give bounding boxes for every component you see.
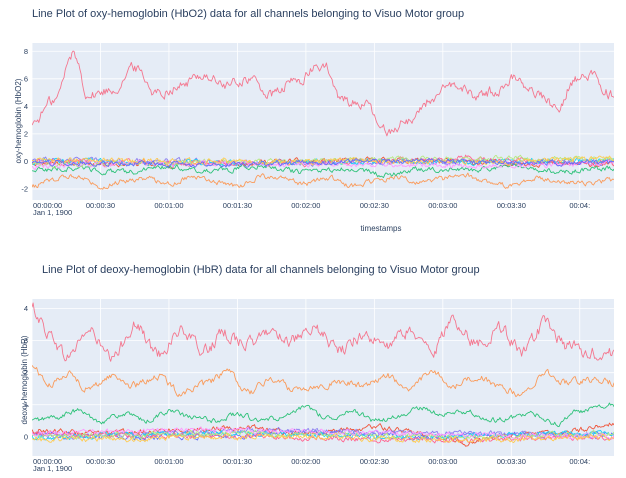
y-tick-label: 1: [24, 400, 28, 409]
x-tick-label: 00:00:30: [86, 201, 115, 210]
chart-hbr: Line Plot of deoxy-hemoglobin (HbR) data…: [20, 264, 614, 473]
series-lines: [32, 302, 614, 447]
x-tick-label: 00:00:30: [86, 457, 115, 466]
x-tick-labels: 00:00:00 00:00:30 00:01:00 00:01:30 00:02:00…: [33, 457, 590, 466]
chart-title: Line Plot of deoxy-hemoglobin (HbR) data…: [42, 264, 480, 276]
series-line: [32, 163, 614, 179]
x-tick-label: 00:02:30: [360, 457, 389, 466]
series-line: [32, 426, 614, 440]
y-tick-label: 4: [24, 304, 28, 313]
x-tick-label: 00:03:00: [428, 457, 457, 466]
x-tick-label: 00:00:00: [33, 457, 62, 466]
x-tick-label: 00:01:00: [154, 457, 183, 466]
y-tick-labels: -2 0 2 4 6 8: [21, 47, 28, 194]
y-tick-label: 8: [24, 47, 28, 56]
series-line: [32, 402, 614, 428]
x-tick-label: 00:02:30: [360, 201, 389, 210]
y-tick-label: 6: [24, 74, 28, 83]
x-tick-label: 00:04:: [569, 201, 590, 210]
series-line: [32, 432, 614, 444]
x-tick-label: 00:01:30: [223, 457, 252, 466]
x-tick-label: 00:03:30: [497, 457, 526, 466]
series-line: [32, 157, 614, 169]
y-tick-label: -2: [21, 184, 28, 193]
chart-hbo2: Line Plot of oxy-hemoglobin (HbO2) data …: [14, 8, 614, 233]
x-tick-labels: 00:00:00 00:00:30 00:01:00 00:01:30 00:02:00…: [33, 201, 590, 210]
y-tick-label: 4: [24, 102, 28, 111]
x-tick-label: 00:01:00: [154, 201, 183, 210]
x-date-label: Jan 1, 1900: [33, 464, 72, 473]
series-line: [32, 172, 614, 190]
x-tick-label: 00:03:00: [428, 201, 457, 210]
x-tick-label: 00:00:00: [33, 201, 62, 210]
x-tick-label: 00:01:30: [223, 201, 252, 210]
plot-area: [32, 43, 614, 200]
y-tick-label: 2: [24, 368, 28, 377]
series-lines: [32, 50, 614, 190]
series-line: [32, 365, 614, 398]
x-tick-label: 00:04:: [569, 457, 590, 466]
y-tick-label: 0: [24, 157, 28, 166]
y-tick-label: 3: [24, 336, 28, 345]
y-axis-label: oxy-hemoglobin (HbO2): [14, 78, 23, 163]
y-axis-label: deoxy-hemoglobin (HbR): [20, 335, 29, 424]
x-date-label: Jan 1, 1900: [33, 208, 72, 217]
series-line: [32, 50, 614, 137]
y-tick-label: 0: [24, 432, 28, 441]
series-line: [32, 302, 614, 362]
y-tick-labels: 0 1 2 3 4: [24, 304, 28, 441]
x-axis-label: timestamps: [361, 224, 402, 233]
y-tick-label: 2: [24, 129, 28, 138]
series-line: [32, 429, 614, 440]
x-tick-label: 00:02:00: [291, 201, 320, 210]
x-tick-label: 00:02:00: [291, 457, 320, 466]
series-line: [32, 159, 614, 171]
x-tick-label: 00:03:30: [497, 201, 526, 210]
chart-title: Line Plot of oxy-hemoglobin (HbO2) data …: [32, 8, 464, 20]
